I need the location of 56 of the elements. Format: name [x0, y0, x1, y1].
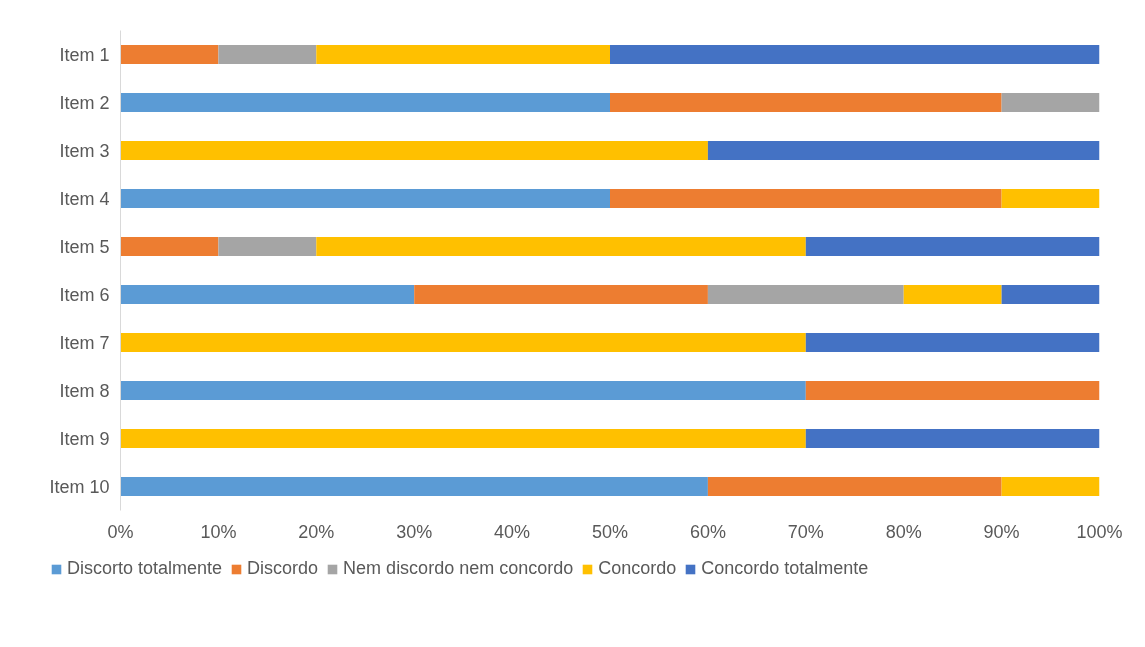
y-tick-label: Item 7	[59, 332, 110, 353]
bar	[120, 188, 610, 209]
bar	[1001, 476, 1100, 497]
bar	[610, 44, 1100, 65]
bar	[120, 284, 415, 305]
legend-label: Concordo totalmente	[701, 558, 869, 579]
bar	[805, 428, 1100, 449]
bar	[610, 188, 1002, 209]
legend-label: Concordo	[598, 558, 677, 579]
bar	[1001, 92, 1100, 113]
bar	[1001, 188, 1100, 209]
x-tick-label: 60%	[689, 521, 726, 542]
y-tick-label: Item 1	[59, 44, 110, 65]
bar	[707, 476, 1002, 497]
bar	[218, 44, 317, 65]
x-tick-label: 100%	[1076, 521, 1123, 542]
y-tick-label: Item 6	[59, 284, 110, 305]
bar	[120, 380, 806, 401]
y-tick-label: Item 9	[59, 428, 110, 449]
legend-label: Nem discordo nem concordo	[343, 558, 574, 579]
x-tick-label: 10%	[200, 521, 237, 542]
bar	[316, 236, 806, 257]
y-tick-label: Item 3	[59, 140, 110, 161]
bar	[903, 284, 1002, 305]
x-tick-label: 80%	[885, 521, 922, 542]
x-tick-label: 30%	[396, 521, 433, 542]
legend-label: Discorto totalmente	[67, 558, 223, 579]
x-tick-label: 50%	[591, 521, 629, 542]
x-tick-label: 90%	[983, 521, 1020, 542]
bar	[120, 140, 708, 161]
bar	[120, 476, 708, 497]
x-tick-label: 70%	[787, 521, 824, 542]
y-tick-label: Item 8	[59, 380, 110, 401]
x-tick-label: 40%	[494, 521, 531, 542]
bar	[805, 380, 1100, 401]
x-tick-label: 20%	[298, 521, 335, 542]
bar	[316, 44, 610, 65]
bar	[610, 92, 1002, 113]
bar	[414, 284, 708, 305]
bar	[120, 92, 610, 113]
y-tick-label: Item 10	[49, 476, 110, 497]
y-tick-label: Item 5	[59, 236, 110, 257]
bar	[120, 332, 806, 353]
bar	[805, 332, 1100, 353]
y-tick-label: Item 4	[59, 188, 110, 209]
y-tick-label: Item 2	[59, 92, 110, 113]
bar	[218, 236, 317, 257]
bar	[1001, 284, 1100, 305]
legend-label: Discordo	[247, 558, 319, 579]
bar	[120, 236, 219, 257]
x-tick-label: 0%	[107, 521, 134, 542]
bar	[707, 284, 904, 305]
bar	[805, 236, 1100, 257]
bar	[120, 44, 219, 65]
bar	[707, 140, 1100, 161]
bar	[120, 428, 806, 449]
